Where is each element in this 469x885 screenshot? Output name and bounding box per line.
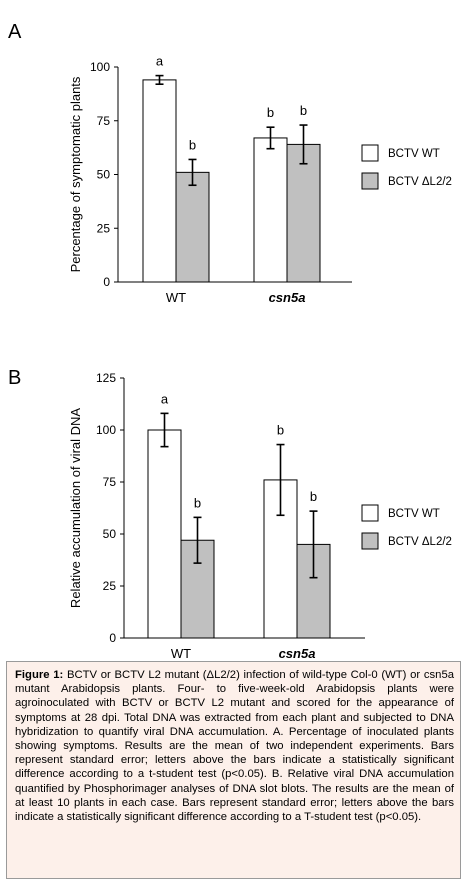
figure: A 0 25 50 75 100 Percentage of symptomatic pla… [8,21,452,660]
legend-label: BCTV ΔL2/2 [388,176,452,188]
significance-letter: b [310,489,317,504]
bar [142,79,177,283]
category-label: csn5a [269,290,306,305]
bar [286,143,321,283]
y-tick-label: 100 [90,60,110,74]
category-label: csn5a [279,646,316,660]
category-label: WT [171,646,191,660]
panel-a: A 0 25 50 75 100 Percentage of symptomatic pla… [8,21,452,305]
significance-letter: a [156,54,164,69]
caption-label: Figure 1: [15,669,64,681]
figure-caption: Figure 1: BCTV or BCTV L2 mutant (ΔL2/2)… [6,661,461,879]
bar [253,137,288,283]
y-tick-label: 75 [97,114,111,128]
y-tick-label: 75 [103,475,117,489]
y-tick-label: 50 [103,527,117,541]
y-axis-label: Percentage of symptomatic plants [68,76,83,272]
bar [175,171,210,283]
legend-label: BCTV WT [388,148,440,160]
y-tick-label: 100 [96,423,116,437]
y-tick-label: 25 [103,579,117,593]
legend-label: BCTV ΔL2/2 [388,536,452,548]
legend-swatch [361,504,379,522]
category-label: WT [166,290,186,305]
significance-letter: b [267,105,274,120]
y-axis-label: Relative accumulation of viral DNA [68,408,83,608]
y-tick-label: 25 [97,221,111,235]
legend-swatch [361,172,379,190]
caption-text: Figure 1: BCTV or BCTV L2 mutant (ΔL2/2)… [15,668,454,824]
significance-letter: a [161,391,169,406]
significance-letter: b [189,137,196,152]
panel-letter: B [8,367,21,389]
significance-letter: b [300,103,307,118]
legend-swatch [361,144,379,162]
caption-body: BCTV or BCTV L2 mutant (ΔL2/2) infection… [15,669,455,824]
significance-letter: b [277,423,284,438]
significance-letter: b [194,495,201,510]
y-tick-label: 0 [109,631,116,645]
legend-label: BCTV WT [388,508,440,520]
y-tick-label: 0 [103,275,110,289]
y-tick-label: 125 [96,371,116,385]
legend-swatch [361,532,379,550]
panel-letter: A [8,21,22,43]
bar [147,429,182,639]
y-tick-label: 50 [97,168,111,182]
panel-b: B 0 25 50 75 100 125 Relative accumulation of v… [8,367,452,660]
